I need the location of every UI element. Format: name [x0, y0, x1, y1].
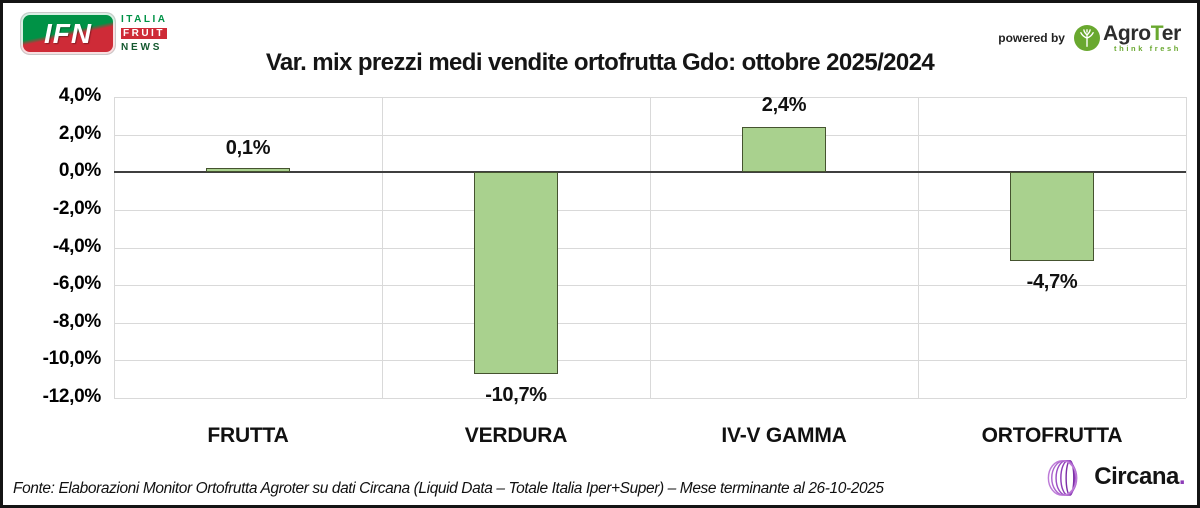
chart-title: Var. mix prezzi medi vendite ortofrutta … [265, 49, 935, 76]
bar-value-label: -10,7% [485, 383, 547, 406]
x-category-label: IV-V GAMMA [721, 424, 847, 447]
y-axis-tick-label: 2,0% [58, 122, 101, 144]
gridline-horizontal [114, 398, 1186, 399]
gridline-vertical [114, 97, 115, 398]
powered-by-block: powered by AgroTer think fresh [998, 23, 1181, 53]
zero-axis-line [114, 171, 1186, 174]
powered-by-label: powered by [998, 30, 1065, 45]
y-axis-tick-label: 4,0% [58, 85, 101, 106]
bar-value-label: 0,1% [225, 137, 271, 160]
y-axis-tick-label: -2,0% [52, 197, 101, 219]
agroter-name: AgroTer [1102, 22, 1181, 45]
circana-wordmark: Circana. [1094, 463, 1185, 490]
ifn-line-fruit: FRUIT [121, 28, 167, 39]
y-axis-tick-label: 0,0% [58, 160, 101, 182]
x-category-label: VERDURA [464, 424, 568, 447]
bar-verdura [474, 172, 558, 374]
agroter-logo: AgroTer think fresh [1073, 23, 1181, 53]
agroter-wordmark: AgroTer think fresh [1103, 23, 1181, 53]
ifn-acronym: IFN [43, 17, 93, 49]
ifn-badge-icon: IFN [21, 13, 115, 54]
y-axis-tick-label: -10,0% [42, 348, 102, 370]
x-category-label: FRUTTA [207, 424, 289, 447]
ifn-wordmark: ITALIA FRUIT NEWS [121, 14, 167, 53]
ifn-line-italia: ITALIA [121, 14, 168, 25]
gridline-vertical [650, 97, 651, 398]
bar-ortofrutta [1010, 172, 1094, 261]
y-axis-tick-label: -6,0% [52, 273, 101, 295]
circana-logo: Circana. [1046, 454, 1186, 500]
bar-frutta [206, 168, 290, 173]
ifn-logo: IFN ITALIA FRUIT NEWS [21, 13, 167, 54]
circana-rings-icon [1047, 459, 1078, 496]
y-axis-tick-label: -8,0% [52, 310, 101, 332]
bar-value-label: -4,7% [1026, 270, 1078, 293]
x-category-label: ORTOFRUTTA [981, 424, 1123, 447]
gridline-vertical [382, 97, 383, 398]
y-axis-tick-label: -4,0% [52, 235, 101, 257]
tree-icon [1073, 24, 1100, 51]
agroter-tagline: think fresh [1114, 44, 1181, 53]
y-axis-tick-label: -12,0% [42, 386, 102, 407]
bar-iv-v-gamma [742, 127, 826, 173]
bar-value-label: 2,4% [761, 94, 807, 117]
gridline-vertical [1186, 97, 1187, 398]
source-note: Fonte: Elaborazioni Monitor Ortofrutta A… [13, 480, 884, 497]
gridline-vertical [918, 97, 919, 398]
ifn-line-news: NEWS [121, 42, 163, 53]
